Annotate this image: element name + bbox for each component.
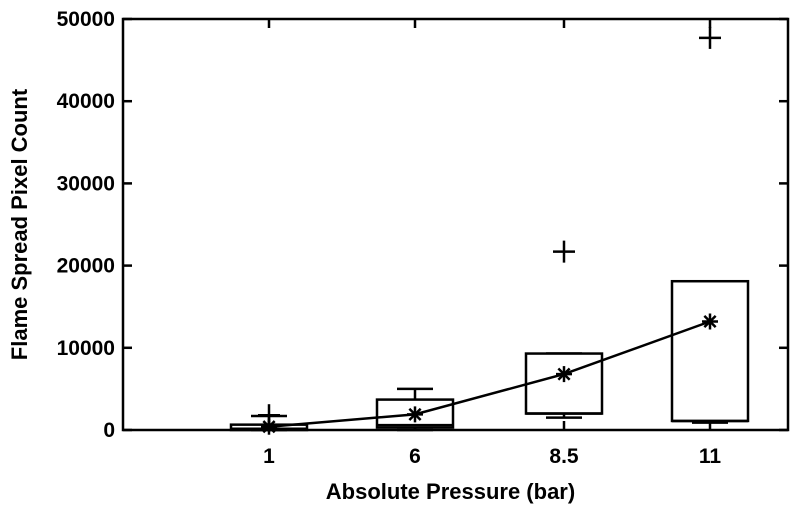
y-axis-label: Flame Spread Pixel Count: [7, 88, 32, 360]
outlier-marker: [553, 240, 575, 263]
y-axis-ticks: 0 10000 20000 30000 40000 50000: [57, 8, 788, 442]
x-tick-label: 6: [409, 445, 421, 468]
x-tick-label: 1: [263, 445, 275, 468]
x-axis-label: Absolute Pressure (bar): [326, 479, 575, 504]
x-tick-label: 8.5: [549, 445, 579, 468]
y-tick-label: 50000: [57, 8, 115, 31]
y-tick-label: 0: [103, 419, 115, 442]
mean-point: [407, 406, 423, 423]
mean-connecting-line: [268, 320, 711, 428]
box-series: [229, 279, 750, 432]
x-tick-label: 11: [699, 445, 722, 468]
y-tick-label: 40000: [57, 90, 115, 113]
y-tick-label: 20000: [57, 255, 115, 278]
asterisk-stroke: [703, 314, 717, 329]
outlier-markers: [258, 26, 721, 427]
asterisk-stroke: [557, 367, 571, 381]
mean-point: [702, 313, 718, 330]
box-11: [670, 279, 750, 424]
y-tick-label: 10000: [57, 337, 115, 360]
plot-frame: [121, 17, 790, 432]
x-axis-ticks: 1 6 8.5 11: [263, 19, 721, 468]
outlier-marker: [699, 26, 721, 49]
box-8.5: [524, 352, 604, 419]
mean-point: [261, 418, 277, 435]
mean-line-series: [261, 313, 718, 435]
mean-point: [556, 366, 572, 383]
box-iqr: [524, 352, 604, 415]
asterisk-stroke: [408, 407, 422, 421]
box-iqr: [670, 279, 750, 423]
y-tick-label: 30000: [57, 172, 115, 195]
